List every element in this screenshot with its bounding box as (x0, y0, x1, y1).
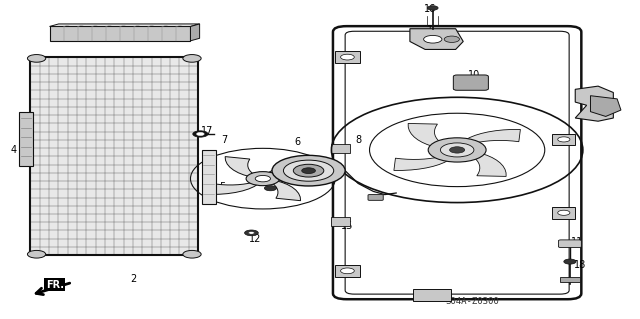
Polygon shape (225, 157, 254, 177)
Circle shape (255, 175, 271, 182)
Circle shape (183, 55, 201, 62)
Circle shape (196, 132, 204, 136)
Polygon shape (575, 86, 613, 121)
Polygon shape (268, 163, 316, 175)
FancyBboxPatch shape (453, 75, 488, 90)
Circle shape (340, 268, 355, 274)
Circle shape (557, 137, 570, 142)
FancyBboxPatch shape (552, 134, 575, 145)
Bar (31, 57, 198, 255)
Text: 17: 17 (201, 126, 213, 136)
Text: FR.: FR. (46, 280, 64, 290)
Circle shape (557, 210, 570, 215)
Circle shape (28, 55, 45, 62)
Circle shape (340, 54, 355, 60)
FancyBboxPatch shape (335, 51, 360, 63)
Text: 10: 10 (468, 70, 480, 80)
Text: 12: 12 (249, 234, 261, 244)
FancyBboxPatch shape (560, 277, 580, 282)
Circle shape (264, 186, 276, 191)
Polygon shape (471, 152, 506, 176)
Polygon shape (408, 123, 444, 148)
Text: 14: 14 (272, 177, 284, 187)
FancyBboxPatch shape (559, 240, 581, 248)
Circle shape (440, 143, 474, 157)
Polygon shape (210, 182, 258, 195)
Circle shape (284, 160, 333, 181)
Circle shape (244, 230, 259, 236)
Circle shape (193, 131, 208, 137)
Text: 13: 13 (601, 97, 613, 107)
Circle shape (428, 138, 486, 162)
Text: 15: 15 (340, 221, 353, 232)
Text: 6: 6 (294, 137, 300, 147)
Text: 18: 18 (575, 260, 587, 270)
Polygon shape (394, 156, 452, 170)
Text: S04A-Z0300: S04A-Z0300 (445, 297, 499, 306)
Circle shape (183, 250, 201, 258)
FancyBboxPatch shape (335, 265, 360, 277)
Polygon shape (272, 181, 301, 201)
Circle shape (424, 35, 442, 43)
Circle shape (28, 250, 45, 258)
Text: 16: 16 (424, 4, 436, 14)
Polygon shape (191, 24, 200, 41)
Text: 8: 8 (355, 135, 361, 145)
Circle shape (272, 155, 345, 186)
Text: 5: 5 (220, 182, 226, 192)
Polygon shape (410, 29, 463, 49)
Text: 2: 2 (130, 274, 136, 284)
FancyBboxPatch shape (413, 289, 451, 301)
Text: 1: 1 (428, 25, 433, 35)
FancyBboxPatch shape (202, 150, 216, 204)
FancyBboxPatch shape (368, 195, 383, 200)
Text: FR.: FR. (46, 280, 64, 290)
FancyBboxPatch shape (332, 217, 351, 226)
Circle shape (293, 164, 324, 177)
Circle shape (449, 147, 465, 153)
Text: 4: 4 (11, 145, 17, 155)
FancyBboxPatch shape (332, 144, 351, 153)
Text: 9: 9 (595, 89, 601, 99)
Circle shape (564, 259, 576, 264)
FancyBboxPatch shape (19, 112, 33, 166)
Polygon shape (591, 96, 621, 116)
Circle shape (428, 6, 438, 10)
Text: 11: 11 (572, 237, 584, 248)
Bar (49, 26, 191, 41)
Circle shape (444, 36, 460, 42)
Polygon shape (462, 130, 520, 144)
Polygon shape (49, 24, 200, 26)
Circle shape (246, 172, 280, 186)
Text: 7: 7 (221, 135, 228, 145)
Text: 3: 3 (115, 30, 121, 40)
Circle shape (301, 168, 316, 174)
FancyBboxPatch shape (552, 207, 575, 219)
Bar (31, 57, 198, 255)
Circle shape (248, 232, 255, 234)
